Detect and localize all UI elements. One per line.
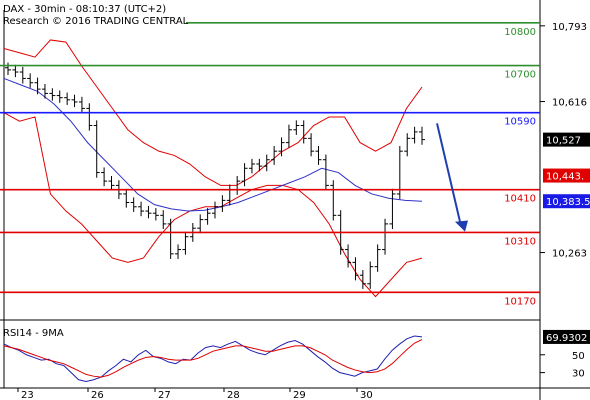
chart-title: DAX - 30min - 08:10:37 (UTC+2): [3, 4, 166, 15]
rsi-value-tag: 69.9302: [546, 333, 587, 344]
price-levels: 10800 10700 10590 10410 10310 10170: [0, 22, 540, 307]
x-tick-label: 23: [21, 390, 34, 400]
upper-bollinger-band: [3, 39, 423, 186]
target-arrow-head: [455, 220, 468, 232]
level-label-10410: 10410: [504, 194, 536, 205]
candles: [5, 62, 425, 289]
target-arrow-shaft: [436, 123, 462, 227]
price-tag-moving-average: 10,383.5: [546, 197, 590, 208]
x-tick-label: 30: [360, 390, 373, 400]
x-tick-label: 28: [227, 390, 240, 400]
rsi-series-9MA: [3, 339, 423, 378]
price-tag-box-upper-band: [543, 168, 590, 183]
rsi-title: RSI14 - 9MA: [3, 328, 64, 339]
copyright-line: Research © 2016 TRADING CENTRAL: [3, 16, 189, 27]
y-tick-label: 10,793: [552, 22, 587, 33]
price-tag-upper-band: 10,443.: [546, 172, 584, 183]
rsi-panel: RSI14 - 9MA 50 30 69.9302: [3, 328, 590, 383]
rsi-value-box: [543, 329, 590, 344]
lower-bollinger-band: [3, 112, 423, 298]
moving-average-line: [3, 77, 423, 212]
level-label-10170: 10170: [504, 296, 536, 307]
moving-average: [3, 77, 423, 212]
level-label-10700: 10700: [504, 70, 536, 81]
level-label-10800: 10800: [504, 27, 536, 38]
x-tick-label: 29: [293, 390, 306, 400]
rsi-y-tick-label: 50: [572, 351, 585, 362]
level-label-10590: 10590: [504, 117, 536, 128]
time-axis: 23 26 27 28 29 30: [17, 388, 373, 400]
bollinger-bands: [3, 39, 423, 298]
level-label-10310: 10310: [504, 236, 536, 247]
rsi-y-tick-label: 30: [572, 369, 585, 380]
price-tag-box-last: [543, 132, 590, 147]
price-axis: 10,793 10,616 10,263: [540, 22, 587, 260]
x-tick-label: 27: [158, 390, 171, 400]
y-tick-label: 10,263: [552, 249, 587, 260]
rsi-series-RSI14: [3, 335, 423, 383]
y-tick-label: 10,616: [552, 98, 587, 109]
price-tag-last: 10,527: [546, 136, 581, 147]
price-tag-box-moving-average: [543, 194, 590, 209]
x-tick-label: 26: [91, 390, 104, 400]
price-tags: 10,527 10,443. 10,383.5: [543, 132, 590, 209]
